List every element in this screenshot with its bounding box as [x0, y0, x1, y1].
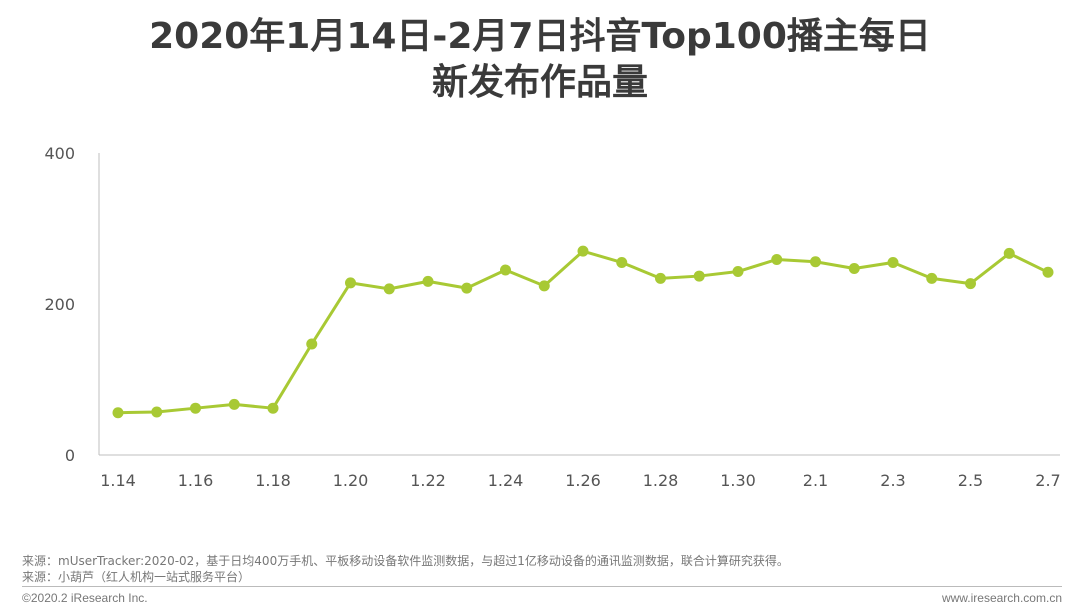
x-tick-label: 1.28 [643, 471, 679, 490]
chart-title: 2020年1月14日-2月7日抖音Top100播主每日 新发布作品量 [0, 14, 1080, 106]
x-tick-label: 1.20 [333, 471, 369, 490]
data-point [1042, 266, 1054, 278]
data-point [848, 263, 860, 275]
x-tick-label: 1.14 [100, 471, 136, 490]
y-tick-label: 400 [44, 144, 75, 163]
x-tick-label: 2.1 [803, 471, 828, 490]
y-tick-label: 200 [44, 295, 75, 314]
x-tick-label: 2.7 [1035, 471, 1060, 490]
series-line [117, 249, 1049, 415]
data-point [500, 264, 511, 276]
x-tick-label: 1.18 [255, 471, 291, 490]
data-point [965, 278, 976, 290]
data-point [810, 256, 821, 268]
x-tick-label: 2.3 [880, 471, 905, 490]
x-tick-label: 1.26 [565, 471, 601, 490]
data-point [306, 338, 318, 350]
source-note-2: 来源：小葫芦（红人机构一站式服务平台） [22, 570, 251, 584]
data-point [926, 272, 938, 284]
x-tick-label: 1.16 [178, 471, 214, 490]
y-tick-label: 0 [65, 446, 75, 465]
data-point [151, 406, 163, 418]
website: www.iresearch.com.cn [941, 591, 1062, 605]
data-point [383, 283, 395, 295]
data-point [732, 266, 744, 278]
x-tick-label: 2.5 [958, 471, 983, 490]
data-point [655, 272, 666, 284]
x-tick-label: 1.24 [488, 471, 524, 490]
data-point [693, 270, 705, 282]
x-tick-label: 1.30 [720, 471, 756, 490]
data-point [538, 280, 550, 292]
copyright: ©2020.2 iResearch Inc. [22, 591, 148, 605]
source-note-1: 来源：mUserTracker:2020-02，基于日均400万手机、平板移动设… [22, 554, 789, 568]
data-point [267, 402, 279, 414]
data-point [577, 245, 589, 257]
chart-title-line-1: 2020年1月14日-2月7日抖音Top100播主每日 [149, 16, 931, 57]
footer-divider [22, 586, 1062, 587]
data-point [771, 253, 783, 265]
data-point [422, 275, 434, 287]
data-point [461, 282, 473, 294]
data-point [345, 277, 356, 289]
data-point [887, 256, 899, 268]
chart-title-line-2: 新发布作品量 [431, 62, 648, 103]
data-point [112, 407, 124, 419]
data-point [190, 402, 201, 414]
x-tick-label: 1.22 [410, 471, 446, 490]
data-point [228, 398, 240, 410]
data-point [1003, 247, 1015, 259]
data-point [616, 256, 628, 268]
